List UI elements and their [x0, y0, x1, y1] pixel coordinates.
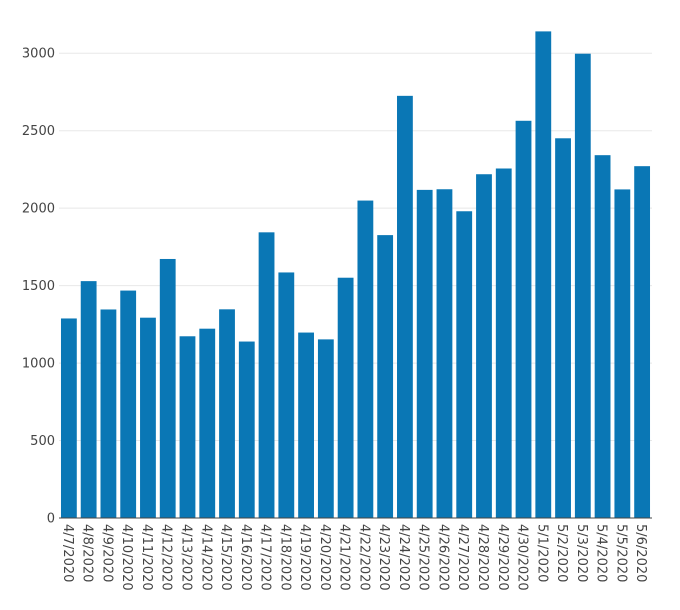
x-tick-label: 5/4/2020: [594, 524, 609, 582]
bar: [456, 211, 473, 518]
bar: [298, 332, 314, 518]
x-tick-label: 5/6/2020: [633, 524, 648, 582]
bar: [337, 277, 354, 518]
x-tick-label: 4/18/2020: [277, 524, 292, 591]
bar: [476, 174, 492, 518]
x-tick-label: 4/8/2020: [80, 524, 95, 582]
y-tick-label: 1500: [22, 279, 55, 294]
y-tick-label: 0: [47, 512, 55, 527]
bar: [614, 189, 631, 518]
bar: [535, 31, 552, 518]
x-tick-label: 5/3/2020: [574, 524, 589, 582]
bar: [80, 281, 97, 518]
bar: [634, 166, 651, 518]
bar: [100, 309, 117, 518]
y-tick-labels: 0 500 1000 1500 2000 2500 3000: [22, 47, 55, 527]
x-tick-label: 4/25/2020: [416, 524, 431, 591]
bar: [377, 235, 394, 518]
y-tick-label: 500: [30, 434, 55, 449]
x-tick-label: 4/14/2020: [198, 524, 213, 591]
grid-lines: [59, 52, 652, 442]
bar: [416, 189, 433, 518]
bar: [179, 336, 196, 518]
x-tick-label: 4/21/2020: [337, 524, 352, 591]
bars: [60, 31, 651, 519]
bar: [258, 232, 275, 518]
bar: [357, 200, 374, 518]
bar: [397, 95, 413, 518]
bar: [495, 168, 512, 518]
y-tick-label: 3000: [22, 47, 55, 62]
x-tick-labels: 4/7/2020 4/8/2020 4/9/2020 4/10/2020 4/11/20…: [60, 524, 648, 591]
x-tick-label: 4/27/2020: [455, 524, 470, 591]
bar: [199, 328, 216, 518]
x-tick-label: 4/19/2020: [297, 524, 312, 591]
x-tick-label: 4/20/2020: [317, 524, 332, 591]
x-tick-label: 5/5/2020: [613, 524, 628, 582]
x-tick-label: 5/2/2020: [554, 524, 569, 582]
x-tick-label: 4/13/2020: [178, 524, 193, 591]
x-tick-label: 4/17/2020: [258, 524, 273, 591]
x-tick-label: 4/12/2020: [159, 524, 174, 591]
x-tick-label: 4/29/2020: [495, 524, 510, 591]
bar: [278, 272, 295, 518]
bar: [574, 53, 591, 519]
x-tick-label: 4/23/2020: [376, 524, 391, 591]
bar: [120, 290, 137, 518]
bar: [515, 120, 532, 518]
y-tick-label: 2000: [22, 202, 55, 217]
x-tick-label: 4/26/2020: [435, 524, 450, 591]
x-tick-label: 4/15/2020: [218, 524, 233, 591]
y-tick-label: 1000: [22, 357, 55, 372]
bar: [60, 318, 77, 518]
x-tick-label: 4/16/2020: [238, 524, 253, 591]
x-tick-label: 4/28/2020: [475, 524, 490, 591]
x-tick-label: 4/30/2020: [515, 524, 530, 591]
x-tick-label: 4/10/2020: [119, 524, 134, 591]
x-tick-label: 4/11/2020: [139, 524, 154, 591]
x-tick-label: 4/22/2020: [356, 524, 371, 591]
x-tick-label: 4/24/2020: [396, 524, 411, 591]
bar: [555, 138, 571, 518]
x-tick-label: 4/9/2020: [99, 524, 114, 582]
bar: [140, 317, 156, 518]
bar: [238, 341, 255, 518]
bar: [317, 339, 334, 518]
bar: [594, 155, 611, 518]
x-tick-label: 4/7/2020: [60, 524, 75, 582]
x-tick-label: 5/1/2020: [534, 524, 549, 582]
bar: [159, 258, 176, 518]
bar: [219, 309, 235, 518]
y-tick-label: 2500: [22, 124, 55, 139]
bar: [436, 189, 453, 518]
